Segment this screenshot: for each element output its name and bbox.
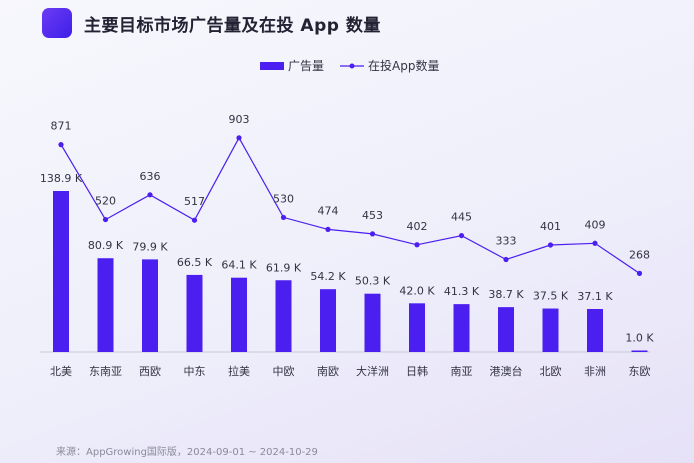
point-非洲 (592, 240, 598, 246)
point-label-拉美: 903 (229, 113, 250, 126)
bar-label-东南亚: 80.9 K (88, 239, 124, 252)
x-label-港澳台: 港澳台 (490, 364, 523, 378)
x-label-东欧: 东欧 (629, 365, 651, 378)
point-label-日韩: 402 (407, 220, 428, 233)
point-label-南亚: 445 (451, 211, 472, 224)
title-accent-square (42, 8, 72, 38)
bar-港澳台 (498, 307, 514, 352)
app-count-line (60, 136, 640, 274)
point-南亚 (458, 232, 465, 239)
bar-value-labels: 138.9 K 80.9 K 79.9 K 66.5 K 64.1 K 61.9 K 54.… (40, 172, 654, 345)
bar-中东 (186, 274, 203, 352)
x-label-中欧: 中欧 (273, 365, 295, 378)
point-中欧 (280, 214, 287, 221)
point-东欧 (636, 270, 643, 276)
point-label-东南亚: 520 (95, 195, 116, 208)
x-label-北欧: 北欧 (540, 365, 562, 378)
x-label-南欧: 南欧 (317, 365, 339, 378)
bar-label-北美: 138.9 K (40, 172, 83, 185)
legend-line-label: 在投App数量 (368, 58, 439, 73)
bar-东南亚 (97, 258, 114, 352)
bar-label-日韩: 42.0 K (399, 284, 435, 297)
bar-日韩 (409, 303, 425, 352)
point-label-中欧: 530 (273, 192, 294, 205)
bar-北欧 (542, 308, 559, 352)
point-label-中东: 517 (184, 195, 205, 208)
point-大洋洲 (369, 231, 376, 237)
chart-title: 主要目标市场广告量及在投 App 数量 (84, 15, 381, 36)
point-中东 (191, 217, 198, 223)
legend: 广告量 在投App数量 (260, 58, 439, 73)
line-value-labels: 871 520 636 517 903 530 474 453 402 445 333 401 409 2… (51, 113, 651, 262)
legend-bar-swatch (260, 62, 284, 70)
bar-label-港澳台: 38.7 K (488, 288, 524, 301)
x-label-西欧: 西欧 (139, 365, 161, 378)
bar-label-南亚: 41.3 K (444, 285, 480, 298)
bar-东欧 (631, 350, 648, 352)
bar-label-北欧: 37.5 K (533, 290, 569, 303)
point-label-东欧: 268 (629, 248, 650, 261)
point-label-港澳台: 333 (496, 235, 517, 248)
bar-label-非洲: 37.1 K (577, 290, 613, 303)
x-label-拉美: 拉美 (228, 364, 250, 378)
point-南欧 (325, 226, 331, 233)
point-拉美 (236, 135, 242, 141)
x-label-东南亚: 东南亚 (89, 365, 122, 378)
point-北欧 (547, 242, 554, 248)
x-label-非洲: 非洲 (584, 365, 606, 378)
bar-label-拉美: 64.1 K (221, 259, 257, 272)
bar-label-南欧: 54.2 K (310, 270, 346, 283)
point-label-大洋洲: 453 (362, 209, 383, 222)
bar-西欧 (142, 259, 158, 352)
x-tick-labels: 北美 东南亚 西欧 中东 拉美 中欧 南欧 大洋洲 日韩 南亚 港澳台 北欧 非洲 东欧 (50, 364, 651, 378)
legend-bar-label: 广告量 (288, 59, 324, 73)
source-note: 来源：AppGrowing国际版，2024-09-01 ~ 2024-10-29 (56, 447, 318, 458)
bar-南亚 (453, 304, 470, 352)
line-points (58, 135, 643, 276)
legend-line-marker (349, 63, 355, 69)
point-东南亚 (102, 216, 109, 223)
x-label-日韩: 日韩 (406, 364, 428, 378)
point-label-西欧: 636 (140, 170, 161, 183)
bar-label-中欧: 61.9 K (266, 261, 302, 274)
bar-label-大洋洲: 50.3 K (355, 275, 391, 288)
bar-拉美 (231, 277, 247, 352)
point-日韩 (414, 242, 420, 248)
x-label-南亚: 南亚 (451, 365, 473, 378)
bar-北美 (53, 191, 69, 352)
x-label-北美: 北美 (50, 365, 72, 378)
chart-header: 主要目标市场广告量及在投 App 数量 (42, 8, 381, 38)
bar-label-东欧: 1.0 K (625, 332, 654, 345)
x-label-中东: 中东 (184, 365, 206, 378)
bar-南欧 (320, 289, 336, 352)
point-label-南欧: 474 (318, 204, 339, 217)
point-西欧 (147, 192, 153, 198)
point-label-北欧: 401 (540, 220, 561, 233)
point-label-非洲: 409 (585, 218, 606, 231)
point-港澳台 (503, 256, 509, 263)
x-label-大洋洲: 大洋洲 (356, 364, 389, 378)
bar-label-中东: 66.5 K (177, 256, 213, 269)
point-北美 (58, 142, 64, 148)
bar-非洲 (587, 308, 603, 352)
bar-中欧 (275, 280, 292, 352)
bar-label-西欧: 79.9 K (132, 240, 168, 253)
bar-大洋洲 (364, 293, 381, 352)
bar-series (53, 191, 648, 352)
point-label-北美: 871 (51, 120, 72, 133)
